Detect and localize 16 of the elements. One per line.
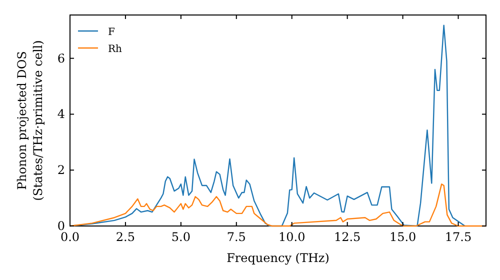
y-tick-label: 4: [57, 107, 66, 122]
x-tick-label: 0.0: [60, 230, 80, 244]
y-tick-label: 2: [57, 163, 65, 178]
x-axis-title: Frequency (THz): [226, 251, 330, 265]
x-tick-label: 5.0: [171, 230, 190, 244]
x-tick-label: 2.5: [116, 230, 136, 244]
y-axis-title: Phonon projected DOS (States/THz·primitive cell): [15, 40, 45, 201]
y-tick-label: 6: [57, 51, 65, 66]
x-tick-label: 15.0: [389, 230, 416, 244]
legend-label: Rh: [108, 44, 123, 55]
y-tick-label: 0: [57, 219, 65, 233]
x-tick-label: 7.5: [226, 230, 246, 244]
x-tick-label: 17.5: [444, 230, 472, 244]
legend-label: F: [108, 27, 115, 38]
x-tick-label: 10.0: [278, 230, 306, 244]
x-tick-label: 12.5: [334, 230, 361, 244]
